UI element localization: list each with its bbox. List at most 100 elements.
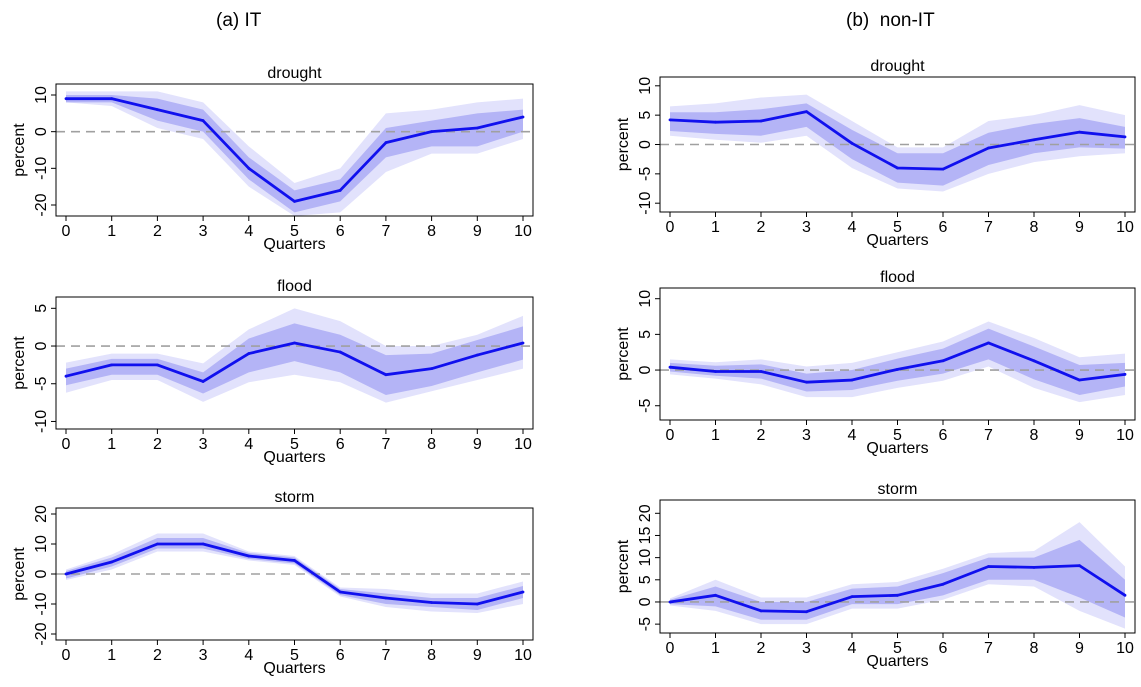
data-point <box>521 115 525 119</box>
x-tick-label: 1 <box>107 647 116 664</box>
data-point <box>1032 565 1036 569</box>
y-tick-label: -20 <box>33 193 50 216</box>
data-point <box>759 119 763 123</box>
x-tick-label: 6 <box>939 219 948 236</box>
inner-confidence-band <box>66 323 523 396</box>
y-axis-label: percent <box>11 336 28 390</box>
x-tick-label: 4 <box>244 436 253 453</box>
y-tick-label: 10 <box>637 77 654 95</box>
data-point <box>521 590 525 594</box>
data-point <box>384 596 388 600</box>
x-tick-label: 7 <box>381 436 390 453</box>
data-point <box>1123 135 1127 139</box>
y-tick-label: -5 <box>637 167 654 181</box>
data-point <box>156 363 159 367</box>
x-tick-label: 2 <box>153 223 162 240</box>
x-axis-label: Quarters <box>263 660 325 677</box>
y-tick-label: 0 <box>637 140 654 149</box>
data-point <box>1078 130 1081 134</box>
x-tick-label: 7 <box>984 640 993 657</box>
chart-title: storm <box>275 489 315 506</box>
x-tick-label: 10 <box>1116 219 1134 236</box>
data-point <box>714 120 717 124</box>
data-point <box>714 370 717 373</box>
y-tick-label: -10 <box>33 592 50 615</box>
y-tick-label: 0 <box>637 597 654 606</box>
x-tick-label: 1 <box>107 223 116 240</box>
data-point <box>987 146 990 150</box>
y-tick-label: 5 <box>637 575 654 584</box>
y-axis-label: percent <box>11 123 28 177</box>
y-tick-label: 20 <box>33 505 50 523</box>
x-tick-label: 4 <box>244 223 253 240</box>
data-point <box>338 590 342 594</box>
chart-title: flood <box>880 269 915 286</box>
x-tick-label: 4 <box>848 427 857 444</box>
y-tick-label: 10 <box>637 549 654 567</box>
x-tick-label: 1 <box>107 436 116 453</box>
data-point <box>521 341 525 345</box>
data-point <box>941 359 945 363</box>
data-point <box>1123 593 1127 597</box>
chart-it-storm: storm 0 1 2 3 4 5 6 7 8 9 10 Quarters -20 -10 0 10 20 perc… <box>11 489 534 677</box>
x-axis-label: Quarters <box>866 440 928 457</box>
x-axis-label: Quarters <box>263 449 325 466</box>
x-tick-label: 10 <box>1116 427 1134 444</box>
x-tick-label: 0 <box>62 436 71 453</box>
x-tick-label: 0 <box>62 223 71 240</box>
y-tick-label: 15 <box>637 526 654 544</box>
outer-confidence-band <box>66 533 523 613</box>
data-point <box>850 595 854 599</box>
data-point <box>64 374 68 378</box>
x-tick-label: 7 <box>381 223 390 240</box>
data-point <box>850 378 854 382</box>
y-tick-label: 10 <box>33 535 50 553</box>
data-point <box>247 352 251 355</box>
data-point <box>896 367 899 371</box>
data-point <box>201 119 205 123</box>
x-tick-label: 9 <box>473 436 482 453</box>
data-point <box>475 602 479 606</box>
x-tick-label: 2 <box>153 436 162 453</box>
inner-confidence-band <box>670 539 1125 620</box>
data-point <box>430 601 433 604</box>
x-tick-label: 4 <box>848 640 857 657</box>
y-tick-label: 0 <box>33 341 50 350</box>
data-point <box>293 199 296 203</box>
x-tick-label: 9 <box>473 223 482 240</box>
y-tick-label: 10 <box>33 86 50 104</box>
x-tick-label: 8 <box>1030 219 1039 236</box>
x-tick-label: 10 <box>514 647 532 664</box>
data-point <box>759 370 763 373</box>
y-tick-label: 20 <box>637 504 654 522</box>
x-tick-label: 6 <box>939 427 948 444</box>
y-tick-label: 5 <box>637 111 654 120</box>
data-point <box>805 110 808 114</box>
y-tick-label: 0 <box>637 366 654 375</box>
x-tick-label: 5 <box>893 219 902 236</box>
x-tick-label: 8 <box>427 647 436 664</box>
data-point <box>293 341 296 345</box>
inner-confidence-band <box>670 103 1125 186</box>
x-tick-label: 1 <box>711 427 720 444</box>
x-tick-label: 8 <box>427 223 436 240</box>
x-tick-label: 3 <box>199 223 208 240</box>
x-tick-label: 10 <box>514 436 532 453</box>
y-tick-label: -10 <box>637 192 654 215</box>
y-axis-label: percent <box>615 117 632 171</box>
y-tick-label: -5 <box>637 399 654 413</box>
x-tick-label: 5 <box>290 647 299 664</box>
data-point <box>850 141 854 145</box>
chart-it-flood: flood 0 1 2 3 4 5 6 7 8 9 10 Quarters -10 -5 0 5 percent <box>11 278 534 466</box>
x-tick-label: 7 <box>984 219 993 236</box>
x-tick-label: 2 <box>153 647 162 664</box>
data-point <box>941 582 945 586</box>
x-tick-label: 7 <box>381 647 390 664</box>
x-tick-label: 6 <box>336 223 345 240</box>
x-tick-label: 8 <box>427 436 436 453</box>
x-tick-label: 5 <box>893 427 902 444</box>
data-point <box>1078 564 1081 568</box>
data-point <box>987 341 990 345</box>
x-tick-label: 6 <box>939 640 948 657</box>
x-tick-label: 2 <box>757 427 766 444</box>
